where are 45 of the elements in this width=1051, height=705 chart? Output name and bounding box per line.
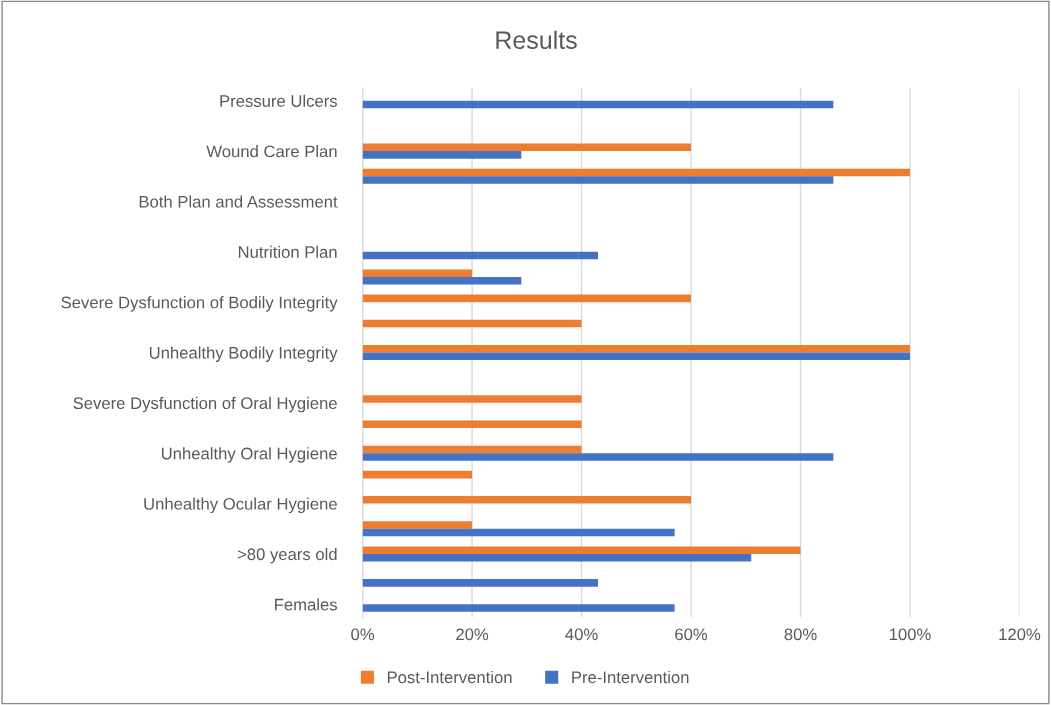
bar <box>362 143 692 152</box>
y-tick-label: Nutrition Plan <box>238 245 337 258</box>
bar <box>362 553 752 562</box>
bar <box>362 445 582 454</box>
bar <box>362 579 598 587</box>
y-tick-label: >80 years old <box>237 547 337 564</box>
y-tick-label: Unhealthy Bodily Integrity <box>149 346 338 362</box>
bar <box>362 344 910 353</box>
bar <box>362 276 522 285</box>
y-tick-label: Wound Care Plan <box>206 145 337 158</box>
bar <box>362 604 675 612</box>
legend-label: Pre-Intervention <box>572 670 689 684</box>
y-tick-label: Unhealthy Ocular Hygiene <box>144 497 337 514</box>
bar <box>362 496 692 504</box>
chart-title: Results <box>496 30 577 50</box>
y-tick-label: Pressure Ulcers <box>220 94 337 107</box>
x-tick-label: 120% <box>999 628 1041 641</box>
x-tick-label: 100% <box>889 628 931 641</box>
x-tick-label: 0% <box>351 628 375 641</box>
x-tick-label: 60% <box>675 628 708 641</box>
bar <box>362 546 801 554</box>
y-tick-label: Unhealthy Oral Hygiene <box>161 447 337 463</box>
bar <box>362 453 834 461</box>
y-tick-label: Severe Dysfunction of Bodily Integrity <box>61 296 338 312</box>
y-tick-label: Severe Dysfunction of Oral Hygiene <box>73 396 337 413</box>
legend-label: Post-Intervention <box>387 670 512 684</box>
bar <box>362 528 675 537</box>
bar <box>362 269 473 277</box>
x-tick-label: 20% <box>456 628 489 641</box>
y-tick-label: Females <box>275 598 337 611</box>
bar <box>362 168 910 177</box>
bar <box>362 294 692 303</box>
bar <box>362 395 582 403</box>
bar <box>362 470 473 479</box>
bar <box>362 420 582 429</box>
bar <box>362 521 473 529</box>
bar <box>362 319 582 328</box>
bar <box>362 151 522 159</box>
bar <box>362 176 834 184</box>
x-tick-label: 80% <box>784 628 817 641</box>
bar <box>362 251 598 260</box>
x-tick-label: 40% <box>565 628 598 641</box>
bar <box>362 352 910 361</box>
y-tick-label: Both Plan and Assessment <box>139 195 338 208</box>
bar <box>362 100 834 109</box>
